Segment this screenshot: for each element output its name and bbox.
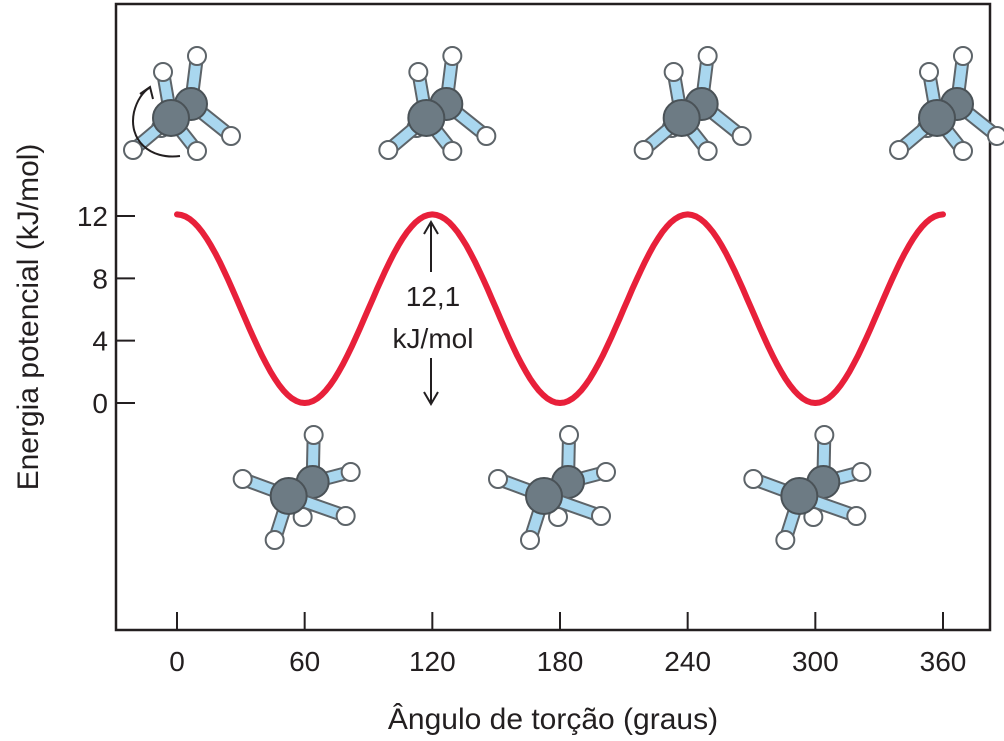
y-axis: 0 4 8 12 xyxy=(77,201,135,419)
eclipsed-molecule-icon xyxy=(378,46,497,161)
x-tick-label: 180 xyxy=(537,646,584,677)
energy-curve-line xyxy=(174,211,946,406)
barrier-unit-label: kJ/mol xyxy=(393,323,474,354)
eclipsed-molecule-icon xyxy=(889,46,1004,161)
staggered-molecule-icon xyxy=(743,425,872,550)
eclipsed-molecule-icon xyxy=(633,46,752,161)
plot-frame xyxy=(114,2,992,632)
staggered-molecule-icon xyxy=(232,425,361,550)
x-tick-label: 360 xyxy=(920,646,967,677)
x-tick-label: 240 xyxy=(664,646,711,677)
eclipsed-molecule-icon xyxy=(123,46,241,161)
x-tick-label: 60 xyxy=(289,646,320,677)
staggered-molecule-icon xyxy=(488,425,616,550)
barrier-arrow xyxy=(423,220,439,406)
x-tick-label: 0 xyxy=(169,646,185,677)
x-axis: 0 60 120 180 240 300 360 xyxy=(169,612,966,677)
y-tick-label: 12 xyxy=(77,201,108,232)
x-axis-title: Ângulo de torção (graus) xyxy=(388,703,718,736)
rotation-arrow-icon xyxy=(132,85,181,158)
y-axis-title: Energia potencial (kJ/mol) xyxy=(12,144,45,491)
x-tick-label: 300 xyxy=(792,646,839,677)
conformation-molecules xyxy=(123,46,1004,550)
y-tick-label: 8 xyxy=(92,263,108,294)
barrier-value-label: 12,1 xyxy=(406,281,461,312)
x-tick-label: 120 xyxy=(409,646,456,677)
energy-curve-points xyxy=(176,213,945,405)
y-tick-label: 4 xyxy=(92,326,108,357)
y-tick-label: 0 xyxy=(92,388,108,419)
